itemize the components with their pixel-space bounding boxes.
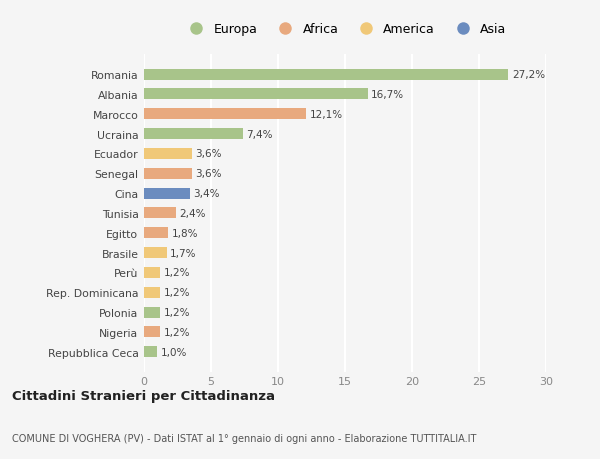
Bar	[144, 149, 192, 160]
Text: 3,6%: 3,6%	[196, 149, 222, 159]
Text: 27,2%: 27,2%	[512, 70, 545, 80]
Text: 2,4%: 2,4%	[179, 208, 206, 218]
Bar	[144, 228, 168, 239]
Text: 3,6%: 3,6%	[196, 169, 222, 179]
Text: 12,1%: 12,1%	[310, 110, 343, 119]
Text: Cittadini Stranieri per Cittadinanza: Cittadini Stranieri per Cittadinanza	[12, 389, 275, 403]
Text: 1,2%: 1,2%	[163, 268, 190, 278]
Text: 1,2%: 1,2%	[163, 308, 190, 317]
Bar	[144, 89, 368, 100]
Bar	[144, 188, 190, 199]
Text: 1,2%: 1,2%	[163, 327, 190, 337]
Legend: Europa, Africa, America, Asia: Europa, Africa, America, Asia	[184, 23, 506, 36]
Text: 1,8%: 1,8%	[172, 228, 198, 238]
Bar	[144, 208, 176, 219]
Bar	[144, 109, 306, 120]
Bar	[144, 69, 508, 80]
Bar	[144, 168, 192, 179]
Text: 16,7%: 16,7%	[371, 90, 404, 100]
Bar	[144, 247, 167, 258]
Bar	[144, 129, 243, 140]
Bar	[144, 327, 160, 338]
Bar	[144, 287, 160, 298]
Text: 3,4%: 3,4%	[193, 189, 220, 199]
Text: 1,7%: 1,7%	[170, 248, 197, 258]
Text: 1,2%: 1,2%	[163, 288, 190, 297]
Bar	[144, 307, 160, 318]
Text: COMUNE DI VOGHERA (PV) - Dati ISTAT al 1° gennaio di ogni anno - Elaborazione TU: COMUNE DI VOGHERA (PV) - Dati ISTAT al 1…	[12, 433, 476, 442]
Bar	[144, 347, 157, 358]
Text: 1,0%: 1,0%	[161, 347, 187, 357]
Bar	[144, 267, 160, 278]
Text: 7,4%: 7,4%	[247, 129, 273, 139]
